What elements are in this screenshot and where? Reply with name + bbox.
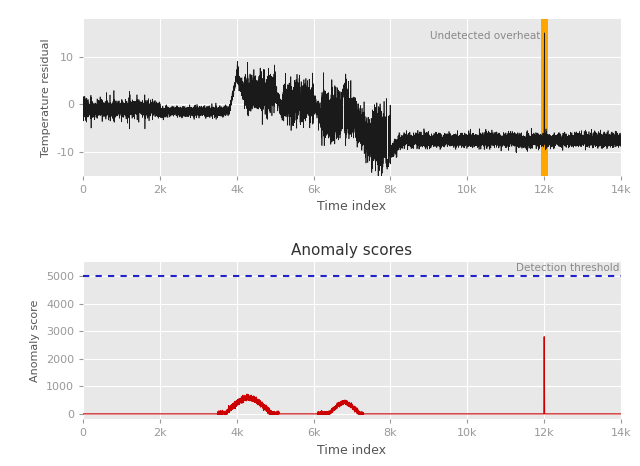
Title: Anomaly scores: Anomaly scores: [291, 243, 413, 258]
Text: Detection threshold: Detection threshold: [515, 263, 619, 273]
X-axis label: Time index: Time index: [317, 444, 387, 457]
Text: Undetected overheat: Undetected overheat: [430, 32, 540, 41]
Y-axis label: Anomaly score: Anomaly score: [31, 300, 40, 382]
X-axis label: Time index: Time index: [317, 200, 387, 213]
Y-axis label: Temperature residual: Temperature residual: [40, 38, 51, 157]
